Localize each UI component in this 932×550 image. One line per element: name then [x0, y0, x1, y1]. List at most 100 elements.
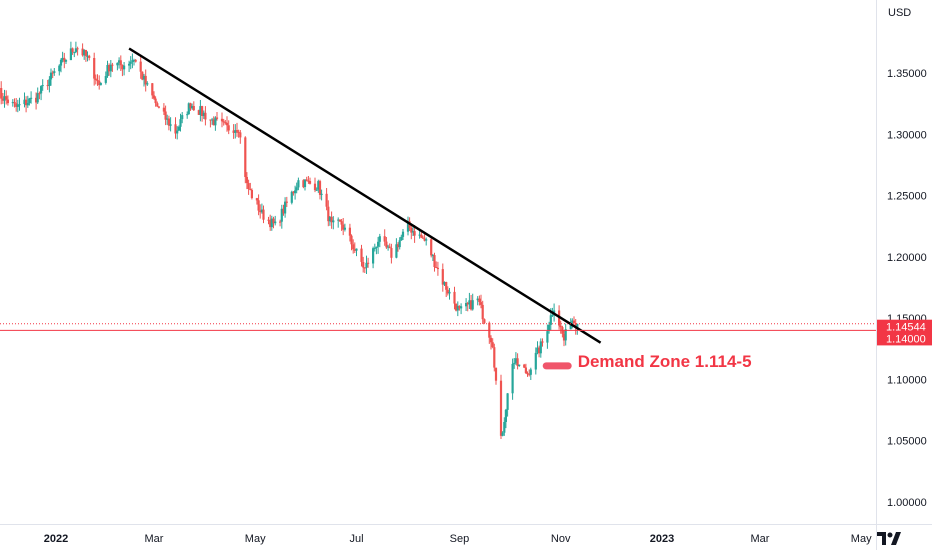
- candle-down: [307, 180, 310, 182]
- candle-down: [528, 374, 531, 376]
- candle-up: [425, 239, 428, 241]
- candle-up: [61, 57, 64, 60]
- candle-up: [166, 118, 169, 120]
- candle-down: [220, 118, 224, 122]
- candle-up: [214, 117, 217, 126]
- candle-up: [551, 314, 554, 316]
- candle-up: [320, 193, 323, 195]
- candle-up: [146, 83, 149, 85]
- candle-down: [478, 298, 481, 302]
- candle-up: [290, 191, 293, 203]
- candle-down: [453, 291, 456, 304]
- candle-up: [534, 352, 537, 370]
- candle-up: [16, 104, 19, 107]
- candle-up: [418, 234, 421, 236]
- candle-up: [74, 48, 77, 52]
- candle-up: [86, 55, 89, 57]
- candle-up: [181, 115, 184, 120]
- candle-down: [5, 96, 8, 100]
- candle-down: [98, 80, 101, 86]
- candle-down: [108, 65, 111, 72]
- candle-up: [49, 72, 53, 80]
- trendline: [128, 47, 602, 344]
- tradingview-logo-icon: [877, 532, 901, 545]
- candle-down: [466, 303, 469, 305]
- candle-down: [259, 210, 262, 213]
- x-tick-label: 2022: [44, 533, 68, 545]
- y-tick-label: 1.10000: [887, 374, 927, 386]
- candle-down: [204, 112, 207, 120]
- candle-up: [132, 60, 136, 62]
- x-tick-label: 2023: [650, 533, 674, 545]
- candle-up: [343, 227, 346, 230]
- candle-down: [327, 206, 330, 222]
- candle-up: [501, 432, 504, 436]
- candle-up: [3, 96, 6, 101]
- candle-down: [154, 98, 157, 104]
- candle-up: [387, 246, 390, 248]
- candle-up: [332, 220, 335, 223]
- candle-down: [25, 99, 28, 106]
- candle-down: [249, 189, 252, 190]
- candle-up: [176, 130, 179, 134]
- y-tick-label: 1.05000: [887, 436, 927, 448]
- candle-down: [272, 218, 275, 224]
- candle-down: [572, 320, 576, 323]
- candle-up: [260, 209, 263, 213]
- candle-up: [431, 255, 434, 257]
- candle-down: [458, 305, 461, 309]
- candle-up: [411, 231, 415, 233]
- candle-down: [516, 358, 519, 366]
- candle-down: [38, 93, 41, 95]
- candle-down: [215, 117, 219, 119]
- candle-down: [93, 58, 96, 79]
- candle-down: [157, 106, 160, 108]
- candle-down: [423, 238, 426, 241]
- demand-zone-label: Demand Zone 1.114-5: [578, 352, 752, 371]
- x-tick-label: May: [245, 533, 266, 545]
- candle-down: [151, 83, 154, 96]
- candle-down: [13, 102, 16, 104]
- currency-label: USD: [888, 7, 911, 19]
- candle-down: [285, 201, 288, 203]
- candle-down: [308, 181, 312, 184]
- candle-up: [372, 248, 375, 264]
- candle-down: [257, 200, 260, 211]
- candle-up: [128, 63, 131, 66]
- candle-down: [152, 95, 156, 99]
- candle-up: [280, 208, 283, 222]
- candle-down: [282, 208, 285, 214]
- candle-up: [41, 85, 44, 87]
- candle-up: [471, 300, 474, 310]
- candle-down: [237, 131, 240, 133]
- candle-down: [493, 347, 496, 368]
- candle-down: [362, 262, 365, 268]
- candle-up: [398, 240, 401, 248]
- candle-up: [109, 64, 112, 72]
- candle-down: [192, 106, 195, 111]
- candle-up: [270, 218, 273, 228]
- candle-up: [131, 60, 134, 62]
- candle-up: [518, 364, 521, 366]
- candle-up: [548, 324, 551, 331]
- candle-up: [26, 103, 29, 106]
- candle-down: [227, 125, 230, 131]
- candle-up: [53, 71, 56, 73]
- candle-down: [421, 237, 424, 239]
- candle-down: [134, 60, 137, 62]
- candle-down: [269, 220, 272, 228]
- candle-up: [377, 241, 380, 247]
- candle-up: [18, 104, 21, 106]
- candle-down: [224, 122, 227, 124]
- x-axis-ticks: 2022 Mar May Jul Sep Nov 2023 Mar May: [44, 533, 872, 545]
- candle-down: [491, 342, 494, 348]
- candle-up: [506, 393, 509, 410]
- candle-down: [46, 85, 49, 87]
- candle-down: [524, 367, 527, 373]
- candle-down: [526, 373, 529, 375]
- candle-down: [413, 231, 416, 236]
- candle-down: [541, 341, 544, 343]
- candle-up: [564, 329, 567, 341]
- candle-down: [342, 224, 345, 230]
- candle-down: [445, 282, 448, 290]
